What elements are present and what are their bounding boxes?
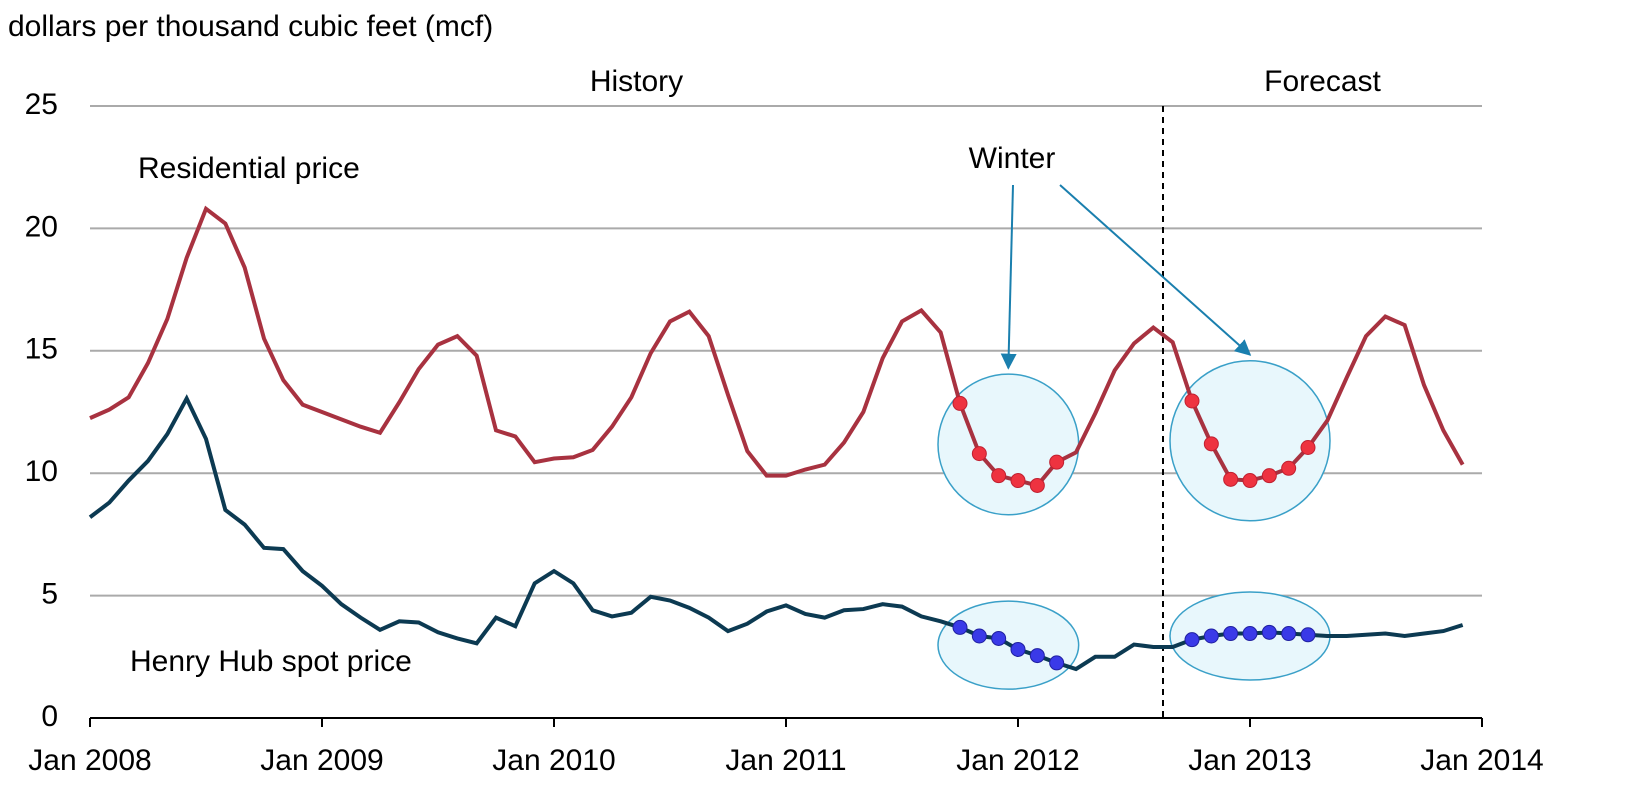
x-tick-label: Jan 2008 (28, 744, 151, 777)
winter-circle (1169, 360, 1331, 522)
winter-point (1242, 626, 1258, 642)
x-tick-label: Jan 2013 (1188, 744, 1311, 777)
winter-point (1242, 473, 1258, 489)
winter-point (1184, 632, 1200, 648)
winter-arrow (1059, 184, 1252, 356)
winter-point (1300, 627, 1316, 643)
winter-point (1049, 454, 1065, 470)
winter-point (971, 446, 987, 462)
y-tick-label: 10 (25, 455, 58, 488)
x-tick-label: Jan 2012 (956, 744, 1079, 777)
winter-arrow (1000, 184, 1017, 370)
x-tick-label: Jan 2009 (260, 744, 383, 777)
winter-point (1261, 624, 1277, 640)
winter-point (1049, 655, 1065, 671)
y-tick-label: 5 (41, 578, 58, 611)
x-tick-label: Jan 2011 (725, 744, 846, 777)
winter-point (1029, 648, 1045, 664)
winter-point (1010, 473, 1026, 489)
winter-point (1223, 626, 1239, 642)
winter-point (1281, 626, 1297, 642)
winter-point (952, 619, 968, 635)
series-label: Henry Hub spot price (130, 645, 412, 678)
y-tick-label: 15 (25, 333, 58, 366)
winter-point (1203, 628, 1219, 644)
winter-point (1029, 477, 1045, 493)
winter-point (991, 468, 1007, 484)
y-tick-label: 0 (41, 700, 58, 733)
winter-point (1223, 471, 1239, 487)
y-tick-label: 20 (25, 210, 58, 243)
x-tick-label: Jan 2014 (1420, 744, 1543, 777)
winter-point (1010, 641, 1026, 657)
series-label: Residential price (138, 152, 360, 185)
winter-point (971, 628, 987, 644)
winter-point (1261, 468, 1277, 484)
winter-label: Winter (969, 142, 1056, 175)
x-tick-label: Jan 2010 (492, 744, 615, 777)
y-axis-label: dollars per thousand cubic feet (mcf) (8, 10, 493, 43)
winter-point (1203, 436, 1219, 452)
winter-point (1184, 393, 1200, 409)
winter-point (991, 630, 1007, 646)
winter-point (952, 395, 968, 411)
y-tick-label: 25 (25, 88, 58, 121)
forecast-label: Forecast (1264, 65, 1381, 98)
winter-point (1300, 439, 1316, 455)
winter-point (1281, 460, 1297, 476)
history-label: History (590, 65, 683, 98)
